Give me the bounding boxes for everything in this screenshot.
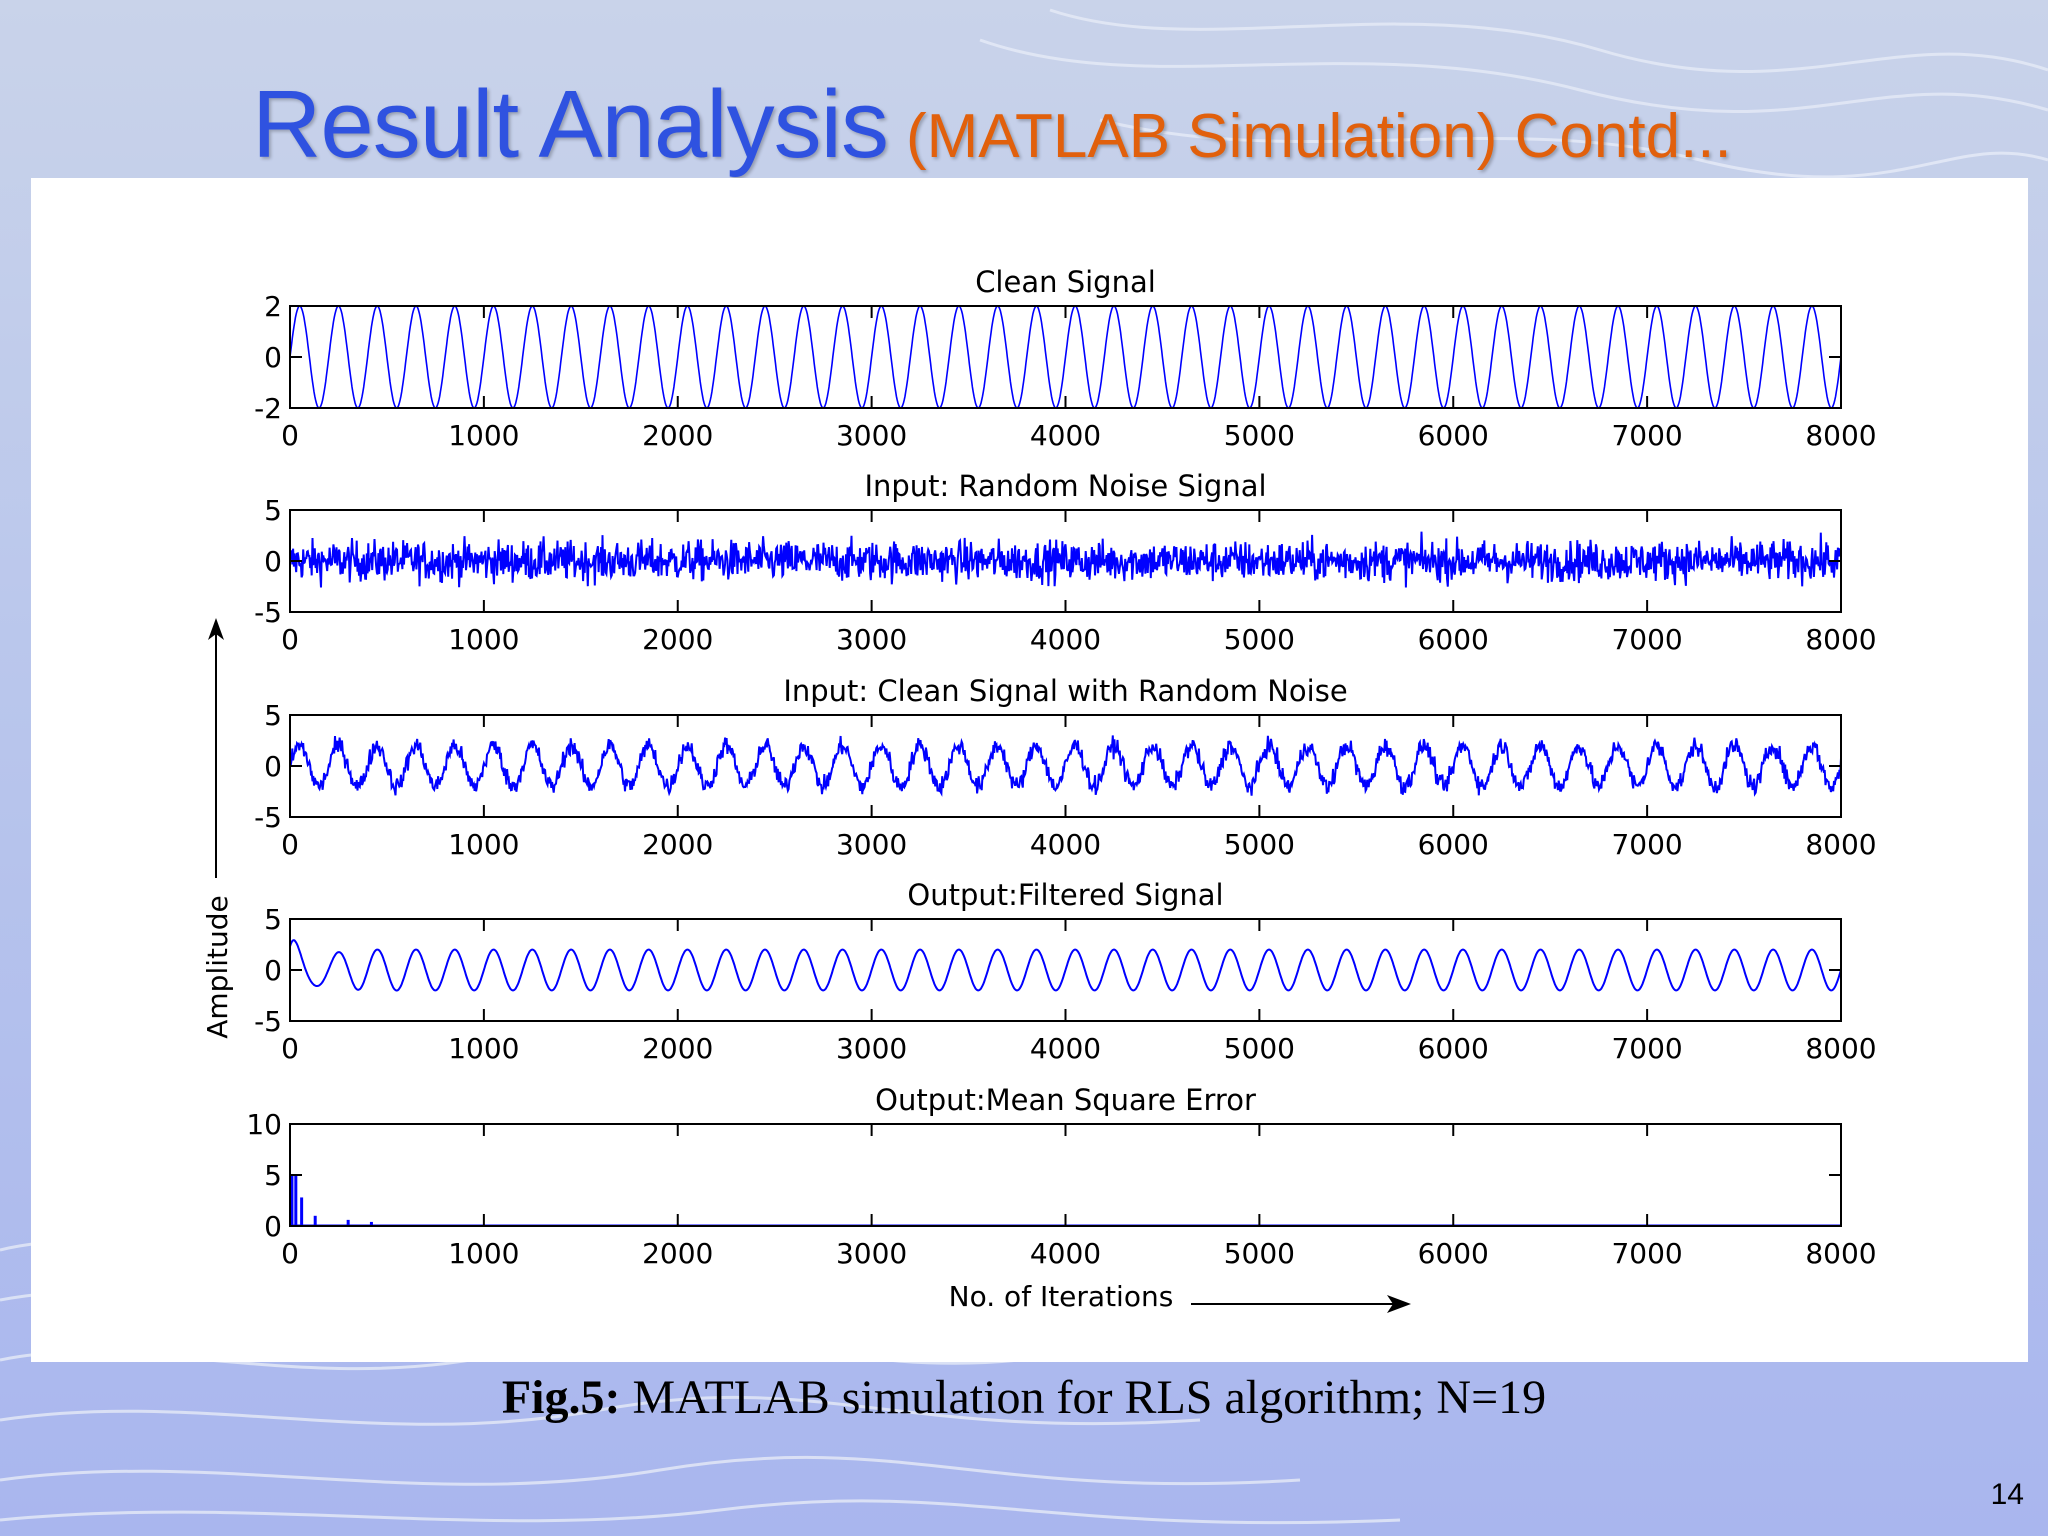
x-tick-label: 6000 [1418, 419, 1489, 452]
x-tick-label: 8000 [1805, 419, 1876, 452]
series-line-noise [290, 531, 1841, 588]
x-tick-label: 1000 [448, 1032, 519, 1065]
x-tick-label: 0 [281, 1237, 299, 1270]
x-tick-label: 0 [281, 623, 299, 656]
x-tick-label: 2000 [642, 419, 713, 452]
x-tick-label: 6000 [1418, 623, 1489, 656]
series-line-clean [290, 306, 1841, 408]
y-tick-label: -5 [254, 801, 282, 834]
x-tick-label: 4000 [1030, 1237, 1101, 1270]
y-tick-label: -2 [254, 392, 282, 425]
x-tick-label: 3000 [836, 1032, 907, 1065]
x-tick-label: 3000 [836, 419, 907, 452]
x-tick-label: 1000 [448, 1237, 519, 1270]
title-main: Result Analysis [252, 71, 889, 178]
y-tick-label: 5 [264, 1159, 282, 1192]
subplot-3: Input: Clean Signal with Random Noise 0 10… [254, 674, 1877, 861]
x-axis-label-group: No. of Iterations [949, 1280, 1411, 1313]
x-tick-label: 1000 [448, 828, 519, 861]
figure-panel [31, 178, 2028, 1362]
x-tick-label: 3000 [836, 623, 907, 656]
x-tick-label: 5000 [1224, 623, 1295, 656]
x-tick-label: 7000 [1611, 419, 1682, 452]
x-tick-label: 7000 [1611, 1032, 1682, 1065]
x-tick-label: 7000 [1611, 828, 1682, 861]
subplot-4: Output:Filtered Signal 0 1000 2000 3000 4000 5… [254, 878, 1877, 1065]
subplot-title: Output:Mean Square Error [875, 1083, 1256, 1117]
x-tick-label: 0 [281, 828, 299, 861]
x-tick-label: 0 [281, 1032, 299, 1065]
x-tick-label: 0 [281, 419, 299, 452]
x-tick-label: 5000 [1224, 1032, 1295, 1065]
x-axis-label: No. of Iterations [949, 1280, 1174, 1313]
y-tick-label: 0 [264, 1210, 282, 1243]
x-tick-label: 4000 [1030, 828, 1101, 861]
x-tick-label: 2000 [642, 623, 713, 656]
x-tick-label: 4000 [1030, 623, 1101, 656]
x-tick-label: 8000 [1805, 623, 1876, 656]
x-tick-label: 3000 [836, 1237, 907, 1270]
x-tick-label: 3000 [836, 828, 907, 861]
figure-caption: Fig.5: MATLAB simulation for RLS algorit… [0, 1370, 2048, 1425]
x-tick-label: 2000 [642, 828, 713, 861]
subplot-1: Clean Signal 0 1000 2000 3000 4000 5000 6000 700… [254, 265, 1877, 452]
slide-title: Result Analysis (MATLAB Simulation) Contd… [252, 70, 1732, 180]
y-axis-label: Amplitude [201, 895, 234, 1039]
x-tick-label: 7000 [1611, 623, 1682, 656]
x-tick-label: 8000 [1805, 1032, 1876, 1065]
y-tick-label: 2 [264, 290, 282, 323]
x-tick-label: 8000 [1805, 1237, 1876, 1270]
subplot-2: Input: Random Noise Signal 0 1000 2000 3000 4… [254, 469, 1877, 656]
x-tick-label: 1000 [448, 419, 519, 452]
series-line-filtered [290, 939, 1841, 992]
x-tick-label: 2000 [642, 1237, 713, 1270]
x-tick-label: 2000 [642, 1032, 713, 1065]
x-tick-label: 5000 [1224, 419, 1295, 452]
x-tick-label: 1000 [448, 623, 519, 656]
x-tick-label: 4000 [1030, 1032, 1101, 1065]
y-tick-label: 0 [264, 750, 282, 783]
series-line-noisy [290, 735, 1841, 797]
caption-label: Fig.5: [501, 1371, 621, 1424]
y-tick-label: -5 [254, 596, 282, 629]
x-tick-label: 6000 [1418, 1237, 1489, 1270]
axes-box [289, 1123, 1842, 1227]
subplot-title: Output:Filtered Signal [907, 878, 1223, 912]
y-tick-label: 0 [264, 341, 282, 374]
y-axis-label-group: Amplitude [201, 618, 234, 1039]
subplot-title: Clean Signal [975, 265, 1156, 299]
y-tick-label: 0 [264, 545, 282, 578]
subplot-title: Input: Clean Signal with Random Noise [783, 674, 1347, 708]
x-tick-label: 7000 [1611, 1237, 1682, 1270]
x-tick-label: 4000 [1030, 419, 1101, 452]
page-number: 14 [1990, 1478, 2024, 1511]
x-tick-label: 6000 [1418, 828, 1489, 861]
x-tick-label: 8000 [1805, 828, 1876, 861]
x-tick-label: 5000 [1224, 828, 1295, 861]
y-tick-label: 5 [264, 494, 282, 527]
x-axis-arrow-head [1387, 1295, 1411, 1313]
y-tick-label: 10 [246, 1108, 282, 1141]
y-axis-arrow-head [208, 618, 224, 640]
y-tick-label: -5 [254, 1005, 282, 1038]
y-tick-label: 0 [264, 954, 282, 987]
subplot-5: Output:Mean Square Error 0 1000 2000 3000 400… [246, 1083, 1876, 1270]
x-tick-label: 5000 [1224, 1237, 1295, 1270]
subplot-title: Input: Random Noise Signal [864, 469, 1266, 503]
caption-text: MATLAB simulation for RLS algorithm; N=1… [620, 1371, 1547, 1424]
title-sub: (MATLAB Simulation) Contd... [905, 102, 1732, 171]
y-tick-label: 5 [264, 699, 282, 732]
y-tick-label: 5 [264, 903, 282, 936]
x-tick-label: 6000 [1418, 1032, 1489, 1065]
